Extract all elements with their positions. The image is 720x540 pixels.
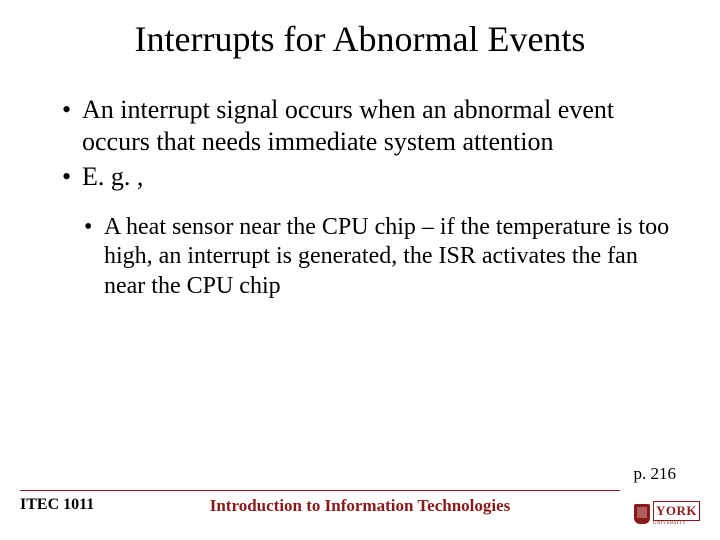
bullet-item: E. g. , bbox=[62, 161, 680, 193]
course-code: ITEC 1011 bbox=[20, 496, 94, 514]
logo-box: YORK bbox=[653, 501, 700, 521]
bullet-list: An interrupt signal occurs when an abnor… bbox=[40, 94, 680, 193]
logo-sub-text: UNIVERSITY bbox=[653, 521, 700, 526]
page-reference: p. 216 bbox=[634, 464, 677, 484]
course-title: Introduction to Information Technologies bbox=[210, 496, 511, 516]
slide: Interrupts for Abnormal Events An interr… bbox=[0, 0, 720, 540]
footer: ITEC 1011 Introduction to Information Te… bbox=[0, 490, 720, 530]
footer-divider bbox=[20, 490, 620, 491]
bullet-item: An interrupt signal occurs when an abnor… bbox=[62, 94, 680, 157]
logo-text: YORK UNIVERSITY bbox=[653, 501, 700, 526]
sub-bullet-item: A heat sensor near the CPU chip – if the… bbox=[84, 213, 680, 301]
logo-crest-icon bbox=[634, 504, 650, 524]
york-logo: YORK UNIVERSITY bbox=[634, 501, 700, 526]
sub-bullet-list: A heat sensor near the CPU chip – if the… bbox=[40, 213, 680, 301]
slide-title: Interrupts for Abnormal Events bbox=[40, 18, 680, 60]
logo-main-text: YORK bbox=[656, 503, 697, 518]
